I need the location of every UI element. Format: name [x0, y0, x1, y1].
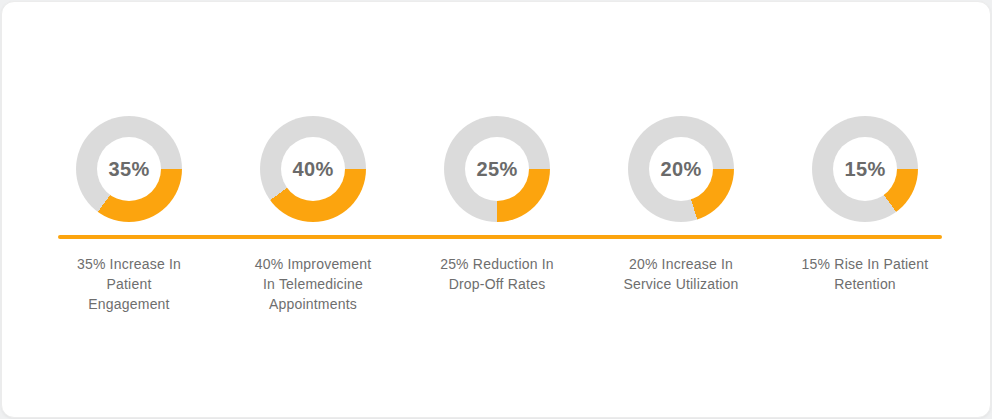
stat-label-line: Retention [773, 274, 957, 294]
stat-label-line: 25% Reduction In [405, 254, 589, 274]
stat-label-line: Engagement [37, 294, 221, 314]
donut-chart: 35% [76, 116, 182, 222]
stat-donut-col: 40% [221, 116, 405, 222]
stat-label: 40% ImprovementIn TelemedicineAppointmen… [221, 254, 405, 314]
stat-donut-col: 35% [37, 116, 221, 222]
stat-label-line: Drop-Off Rates [405, 274, 589, 294]
stat-label: 20% Increase InService Utilization [589, 254, 773, 314]
stat-label-line: Patient [37, 274, 221, 294]
donut-row: 35% 40% 25% 20% 15% [37, 116, 957, 222]
donut-value: 15% [844, 158, 885, 181]
donut-value: 35% [108, 158, 149, 181]
donut-chart: 20% [628, 116, 734, 222]
stat-label-line: 15% Rise In Patient [773, 254, 957, 274]
stat-label: 35% Increase InPatientEngagement [37, 254, 221, 314]
stat-donut-col: 20% [589, 116, 773, 222]
donut-chart: 40% [260, 116, 366, 222]
donut-hole: 35% [97, 137, 161, 201]
stat-label: 25% Reduction InDrop-Off Rates [405, 254, 589, 314]
donut-hole: 20% [649, 137, 713, 201]
donut-hole: 25% [465, 137, 529, 201]
divider-line [58, 235, 942, 239]
donut-value: 20% [660, 158, 701, 181]
stats-card: 35% 40% 25% 20% 15% 35% Increase InPatientEn… [1, 1, 991, 418]
stat-label: 15% Rise In PatientRetention [773, 254, 957, 314]
stat-label-line: 40% Improvement [221, 254, 405, 274]
stat-label-line: Service Utilization [589, 274, 773, 294]
label-row: 35% Increase InPatientEngagement40% Impr… [37, 254, 957, 314]
donut-hole: 40% [281, 137, 345, 201]
donut-chart: 25% [444, 116, 550, 222]
stat-label-line: In Telemedicine [221, 274, 405, 294]
stat-donut-col: 15% [773, 116, 957, 222]
page-background: { "page": { "outer_background": "#eff0f1… [0, 0, 992, 419]
stat-label-line: Appointments [221, 294, 405, 314]
donut-value: 40% [292, 158, 333, 181]
stat-label-line: 35% Increase In [37, 254, 221, 274]
donut-value: 25% [476, 158, 517, 181]
donut-chart: 15% [812, 116, 918, 222]
donut-hole: 15% [833, 137, 897, 201]
stat-donut-col: 25% [405, 116, 589, 222]
stat-label-line: 20% Increase In [589, 254, 773, 274]
